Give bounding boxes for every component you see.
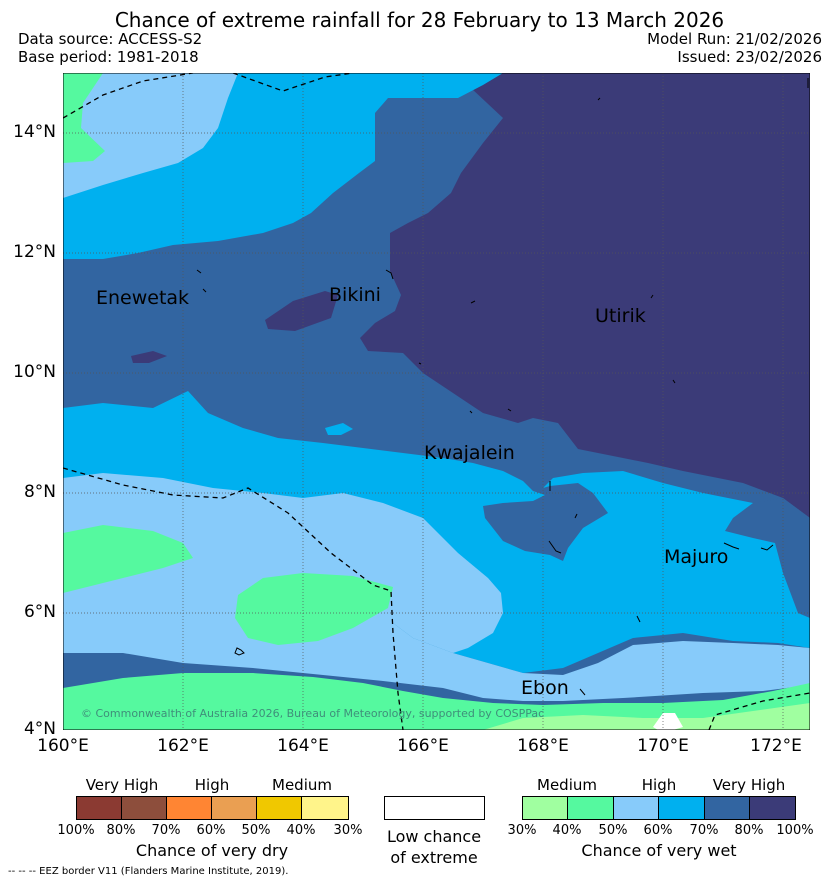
lon-label-160: 160°E <box>37 736 89 756</box>
wet-caption: Chance of very wet <box>581 841 737 860</box>
place-majuro: Majuro <box>664 546 728 568</box>
zone-wet-50-south <box>63 673 810 730</box>
dry-level-high: High <box>194 776 230 794</box>
copyright-note: © Commonwealth of Australia 2026, Bureau… <box>81 707 544 720</box>
wet-seg-1 <box>523 797 568 819</box>
dry-level-very-high: Very High <box>85 776 159 794</box>
zone-wet-high-60-bottom <box>63 623 810 701</box>
zone-wet-50-north <box>63 73 105 163</box>
zone-very-wet-100-bikini <box>265 291 338 331</box>
wet-seg-6 <box>750 797 795 819</box>
dry-tick-30: 30% <box>333 823 363 838</box>
eez-border <box>63 73 810 730</box>
wet-tick-100: 100% <box>776 823 814 838</box>
zone-wet-50-west <box>63 525 193 593</box>
zone-very-wet-100 <box>360 73 810 518</box>
base-period: Base period: 1981-2018 <box>18 48 199 66</box>
lon-label-162: 162°E <box>157 736 209 756</box>
lat-label-14: 14°N <box>13 122 56 142</box>
wet-tick-30: 30% <box>507 823 537 838</box>
zone-wet-40-south <box>483 703 810 730</box>
zone-wet-high-60-south <box>63 473 503 653</box>
wet-level-medium: Medium <box>537 776 597 794</box>
low-chance-box <box>384 796 485 820</box>
dry-tick-100: 100% <box>57 823 95 838</box>
dry-tick-50: 50% <box>241 823 271 838</box>
wet-seg-3 <box>614 797 659 819</box>
place-ebon: Ebon <box>521 677 569 699</box>
lon-label-172: 172°E <box>750 736 802 756</box>
dry-tick-70: 70% <box>151 823 181 838</box>
dry-tick-40: 40% <box>286 823 316 838</box>
wet-seg-5 <box>705 797 750 819</box>
dry-seg-3 <box>167 797 212 819</box>
lat-label-8: 8°N <box>23 482 56 502</box>
dry-seg-4 <box>212 797 257 819</box>
lon-label-166: 166°E <box>397 736 449 756</box>
lat-label-12: 12°N <box>13 242 56 262</box>
place-enewetak: Enewetak <box>96 287 189 309</box>
atolls <box>196 78 809 696</box>
dry-tick-80: 80% <box>106 823 136 838</box>
wet-tick-60: 60% <box>643 823 673 838</box>
wet-level-high: High <box>641 776 677 794</box>
zone-very-wet-100-small <box>131 351 167 363</box>
wet-seg-4 <box>659 797 705 819</box>
zone-wet-50-central <box>235 573 393 645</box>
model-run: Model Run: 21/02/2026 <box>647 30 822 48</box>
wet-tick-80: 80% <box>734 823 764 838</box>
lat-label-4: 4°N <box>23 719 56 739</box>
zone-wet-high-60-north <box>63 73 238 198</box>
low-chance-line2: of extreme <box>390 848 478 867</box>
lon-label-164: 164°E <box>277 736 329 756</box>
zone-wet-high-70 <box>63 73 810 259</box>
wet-tick-40: 40% <box>552 823 582 838</box>
lon-label-170: 170°E <box>637 736 689 756</box>
data-source: Data source: ACCESS-S2 <box>18 30 203 48</box>
dry-colorbar <box>76 796 349 820</box>
place-kwajalein: Kwajalein <box>424 442 515 464</box>
low-chance-patch <box>653 713 683 730</box>
dry-seg-5 <box>257 797 302 819</box>
wet-colorbar <box>522 796 796 820</box>
zone-wet-80-majuro <box>725 498 810 618</box>
dry-tick-60: 60% <box>196 823 226 838</box>
place-bikini: Bikini <box>329 284 381 306</box>
wet-level-very-high: Very High <box>712 776 786 794</box>
wet-tick-70: 70% <box>689 823 719 838</box>
rainfall-map: Enewetak Bikini Utirik Kwajalein Majuro … <box>63 73 810 730</box>
dry-level-medium: Medium <box>272 776 332 794</box>
place-utirik: Utirik <box>595 305 646 327</box>
map-title: Chance of extreme rainfall for 28 Februa… <box>114 8 725 32</box>
eez-border-note: -- -- -- EEZ border V11 (Flanders Marine… <box>8 866 289 877</box>
low-chance-line1: Low chance <box>386 827 482 846</box>
dry-seg-6 <box>302 797 348 819</box>
dry-seg-2 <box>122 797 167 819</box>
issued-date: Issued: 23/02/2026 <box>677 48 822 66</box>
lon-label-168: 168°E <box>517 736 569 756</box>
lat-label-10: 10°N <box>13 362 56 382</box>
dry-caption: Chance of very dry <box>135 841 289 860</box>
dry-seg-1 <box>77 797 122 819</box>
lat-label-6: 6°N <box>23 602 56 622</box>
zone-wet-80-kwajalein-patch <box>325 423 353 435</box>
wet-seg-2 <box>568 797 614 819</box>
wet-tick-50: 50% <box>598 823 628 838</box>
